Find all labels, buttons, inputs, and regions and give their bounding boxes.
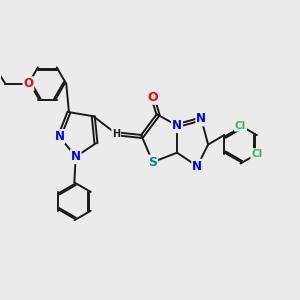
Text: O: O [147, 91, 158, 104]
Text: N: N [71, 150, 81, 163]
Text: S: S [148, 156, 157, 169]
Text: O: O [23, 77, 33, 90]
Text: Cl: Cl [235, 121, 246, 131]
Text: N: N [192, 160, 202, 173]
Text: N: N [196, 112, 206, 125]
Text: N: N [172, 119, 182, 132]
Text: H: H [112, 129, 120, 139]
Text: Cl: Cl [251, 149, 262, 159]
Text: N: N [55, 130, 64, 143]
